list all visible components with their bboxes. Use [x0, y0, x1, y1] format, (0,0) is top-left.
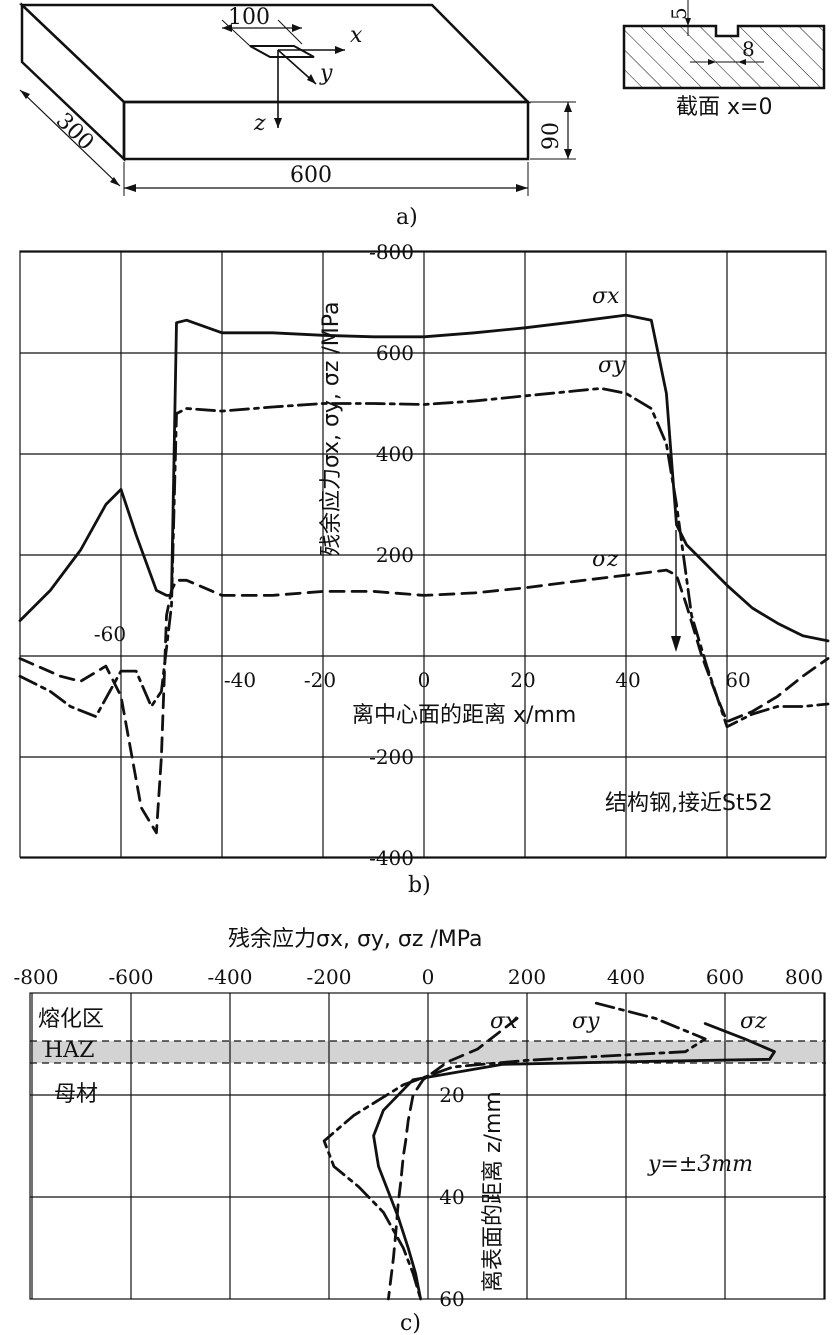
chart-c-grid	[30, 993, 826, 1299]
plate-top-face	[18, 3, 531, 104]
chart-b-frame	[19, 250, 827, 858]
chart-b-xtick: 40	[615, 668, 640, 692]
chart-c-ticks: -800 -600 -400 -200 0 200 400 600 800 20 40 60	[14, 965, 824, 1311]
chart-b-ylabel: 残余应力σx, σy, σz /MPa	[319, 301, 344, 556]
chart-c-xtick: -400	[208, 965, 253, 989]
series-label-c-sigma-z: σz	[740, 1009, 767, 1034]
arrowhead	[307, 74, 316, 84]
chart-c-xtick: 0	[422, 965, 435, 989]
zone-base-metal: 母材	[54, 1082, 98, 1107]
arrowhead	[110, 177, 120, 186]
series-label-sigma-y: σy	[598, 353, 626, 378]
ext-line	[221, 19, 251, 47]
weld-groove	[249, 45, 315, 58]
chart-c-series	[322, 1001, 776, 1301]
series-line	[372, 1022, 776, 1301]
arrowhead	[20, 90, 30, 99]
arrowhead	[516, 184, 528, 192]
chart-b-marker-arrowhead	[671, 636, 681, 652]
caption-b: b)	[408, 873, 431, 898]
cross-section	[622, 24, 826, 90]
caption-c: c)	[400, 1311, 421, 1335]
arrowhead	[685, 18, 691, 26]
chart-c-xtick: 800	[785, 965, 823, 989]
chart-b-ytick: -200	[369, 745, 414, 769]
chart-c-ylabel: 离表面的距离 z/mm	[481, 1091, 506, 1292]
chart-b-ytick: -800	[369, 240, 414, 264]
series-line	[386, 1017, 519, 1301]
arrowhead	[564, 102, 572, 112]
chart-c-xtick: 200	[508, 965, 546, 989]
chart-b-xtick: 20	[510, 668, 535, 692]
chart-b-ytick: 400	[376, 442, 414, 466]
chart-b-xtick: -20	[304, 668, 336, 692]
chart-b-series	[18, 313, 830, 835]
arrowhead	[292, 24, 302, 32]
chart-c-ytick: 40	[439, 1185, 464, 1209]
chart-c-xtick: 600	[706, 965, 744, 989]
chart-b-xtick: -60	[94, 622, 126, 646]
series-label-sigma-z: σz	[592, 547, 619, 572]
series-label-sigma-x: σx	[592, 284, 620, 309]
dim-width: 300	[51, 108, 99, 155]
chart-b-ytick: -400	[369, 846, 414, 870]
arrowhead	[124, 184, 136, 192]
specimen-drawing: x y z 100 600 300 90	[18, 0, 826, 230]
arrowhead	[738, 59, 746, 65]
dim-height: 90	[539, 122, 564, 150]
series-line	[18, 313, 830, 643]
chart-c-xtick: -600	[109, 965, 154, 989]
chart-c-xlabel: 残余应力σx, σy, σz /MPa	[228, 927, 483, 952]
dim-length: 600	[290, 163, 332, 188]
chart-c-xtick: -200	[307, 965, 352, 989]
caption-a: a)	[396, 205, 418, 230]
dim-groove-width: 8	[742, 37, 755, 61]
chart-c-ytick: 60	[439, 1287, 464, 1311]
chart-b-xtick: 60	[725, 668, 750, 692]
arrowhead	[222, 24, 232, 32]
dim-groove-length: 100	[228, 5, 270, 30]
chart-b-xtick: -40	[224, 668, 256, 692]
series-label-c-sigma-x: σx	[490, 1009, 518, 1034]
chart-c: -800 -600 -400 -200 0 200 400 600 800 20 40 60 残余应力…	[14, 927, 826, 1335]
axis-y-label: y	[319, 61, 333, 86]
chart-b-xtick: 0	[418, 668, 431, 692]
arrowhead	[564, 149, 572, 159]
arrowhead	[335, 46, 345, 54]
arrowhead	[274, 118, 282, 128]
zone-haz: HAZ	[44, 1038, 94, 1063]
chart-c-xtick: -800	[14, 965, 59, 989]
dim-depth: 5	[667, 7, 691, 20]
axis-x-label: x	[350, 23, 363, 48]
dim-line	[19, 89, 121, 187]
series-line	[322, 1001, 707, 1301]
chart-b-ytick: 600	[376, 341, 414, 365]
ext-line	[277, 19, 303, 45]
chart-c-xtick: 400	[607, 965, 645, 989]
series-label-c-sigma-y: σy	[572, 1009, 600, 1034]
chart-b-grid	[20, 251, 826, 859]
section-label: 截面 x=0	[676, 95, 772, 120]
chart-b-xlabel: 离中心面的距离 x/mm	[352, 703, 576, 728]
plate-left-face	[20, 2, 126, 162]
chart-b-annotation: 结构钢,接近St52	[605, 791, 773, 816]
chart-b-ytick: 200	[376, 543, 414, 567]
axis-z-label: z	[253, 111, 266, 136]
plate-front-face	[122, 100, 530, 161]
chart-c-annotation: y=±3mm	[647, 1152, 753, 1177]
chart-c-ytick: 20	[439, 1083, 464, 1107]
zone-fusion: 熔化区	[38, 1007, 104, 1032]
arrowhead	[708, 59, 716, 65]
series-line	[18, 568, 830, 835]
